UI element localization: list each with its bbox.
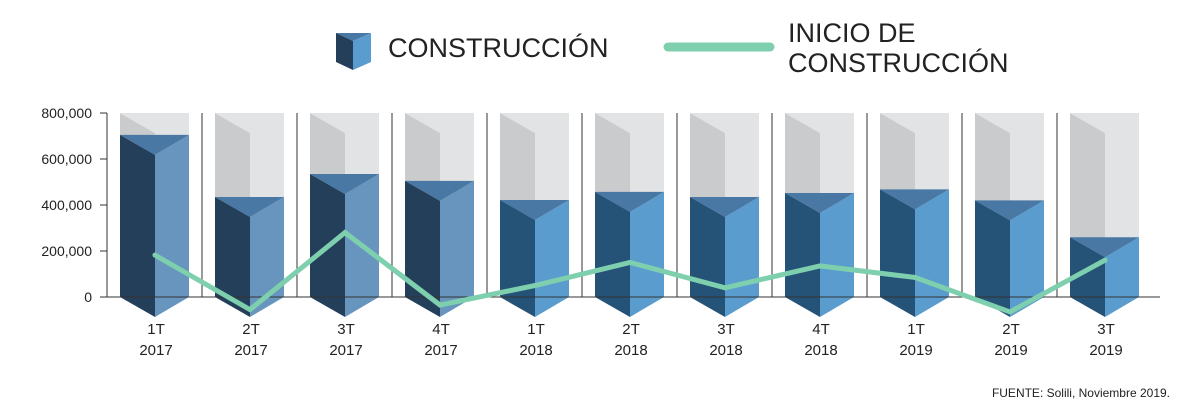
line-point [817, 263, 823, 269]
y-tick-label: 400,000 [41, 197, 92, 213]
bar-face-right [820, 193, 854, 317]
bar-top [785, 193, 854, 214]
line-point [722, 285, 728, 291]
legend-label-construccion: CONSTRUCCIÓN [388, 32, 609, 63]
bar-face-right [440, 180, 474, 317]
x-tick-label-year: 2019 [1089, 342, 1122, 359]
bar-face-left [120, 134, 155, 317]
line-point [342, 230, 348, 236]
bar-top [1070, 237, 1139, 258]
bar-face-right [630, 191, 664, 317]
bar [310, 173, 379, 317]
x-tick-label-quarter: 4T [432, 321, 450, 338]
line-point [437, 302, 443, 308]
y-tick-label: 0 [84, 289, 92, 305]
legend: CONSTRUCCIÓN INICIO DE CONSTRUCCIÓN [336, 18, 1009, 78]
bar-face-left [975, 200, 1010, 317]
x-tick-label-quarter: 2T [242, 321, 260, 338]
line-point [152, 252, 158, 258]
bar [120, 134, 189, 317]
bar-face-right [1010, 200, 1044, 317]
legend-item-inicio: INICIO DE CONSTRUCCIÓN [663, 18, 1009, 78]
y-tick-label: 200,000 [41, 243, 92, 259]
bar-face-right [915, 189, 949, 317]
bar [975, 200, 1044, 317]
line-point [912, 274, 918, 280]
x-tick-label-year: 2018 [614, 342, 647, 359]
x-tick-label-year: 2017 [139, 342, 172, 359]
bar [690, 196, 759, 317]
x-tick-label-year: 2019 [899, 342, 932, 359]
x-tick-label-quarter: 2T [1002, 321, 1020, 338]
series-inicio-de-construccion [152, 229, 1108, 315]
bar [215, 196, 284, 317]
bar-top [310, 173, 379, 194]
bar-top [405, 180, 474, 201]
bar-face-right [725, 196, 759, 317]
x-tick-label-quarter: 1T [147, 321, 165, 338]
bar-face-left [595, 191, 630, 317]
x-tick-label-year: 2018 [804, 342, 837, 359]
line-point [1102, 257, 1108, 263]
bar-top [595, 191, 664, 212]
bar-top [215, 196, 284, 217]
bar-top [975, 200, 1044, 221]
legend-bar-icon-left [336, 33, 353, 70]
x-tick-label-quarter: 3T [1097, 321, 1115, 338]
bar-top [880, 189, 949, 210]
y-tick-label: 600,000 [41, 151, 92, 167]
bar-top [120, 134, 189, 155]
x-tick-label-year: 2017 [329, 342, 362, 359]
bar [880, 189, 949, 317]
line-point [247, 307, 253, 313]
y-tick-label: 800,000 [41, 105, 92, 121]
x-tick-label-quarter: 4T [812, 321, 830, 338]
bar-face-right [535, 199, 569, 317]
x-tick-label-quarter: 1T [527, 321, 545, 338]
bar-face-left [880, 189, 915, 317]
x-tick-label-year: 2018 [709, 342, 742, 359]
line-point [532, 283, 538, 288]
x-tick-label-quarter: 3T [717, 321, 735, 338]
x-tick-label-year: 2017 [234, 342, 267, 359]
x-tick-label-quarter: 1T [907, 321, 925, 338]
bar [500, 199, 569, 317]
bar-face-right [155, 134, 189, 317]
bar-face-left [785, 193, 820, 317]
legend-label-inicio-line2: CONSTRUCCIÓN [788, 47, 1009, 78]
bar-top [500, 199, 569, 220]
line-point [627, 260, 633, 265]
legend-label-inicio-line1: INICIO DE [788, 18, 916, 48]
legend-item-construccion: CONSTRUCCIÓN [336, 32, 609, 70]
bar-face-left [500, 199, 535, 317]
bar [595, 191, 664, 317]
plot-area: 0 200,000 400,000 600,000 800,000 1T 2017 2T 201… [41, 105, 1160, 359]
x-tick-label-quarter: 3T [337, 321, 355, 338]
x-tick-label-quarter: 2T [622, 321, 640, 338]
x-tick-label-year: 2018 [519, 342, 552, 359]
x-tick-label-year: 2017 [424, 342, 457, 359]
bar-face-left [215, 196, 250, 317]
line-point [1007, 309, 1013, 315]
bar-face-left [690, 196, 725, 317]
x-tick-label-year: 2019 [994, 342, 1027, 359]
legend-bar-icon-top [336, 33, 371, 41]
source-note: FUENTE: Solili, Noviembre 2019. [992, 386, 1170, 400]
bar [785, 193, 854, 317]
bar-top [690, 196, 759, 217]
bar [1070, 237, 1139, 317]
legend-bar-icon-right [353, 33, 371, 70]
